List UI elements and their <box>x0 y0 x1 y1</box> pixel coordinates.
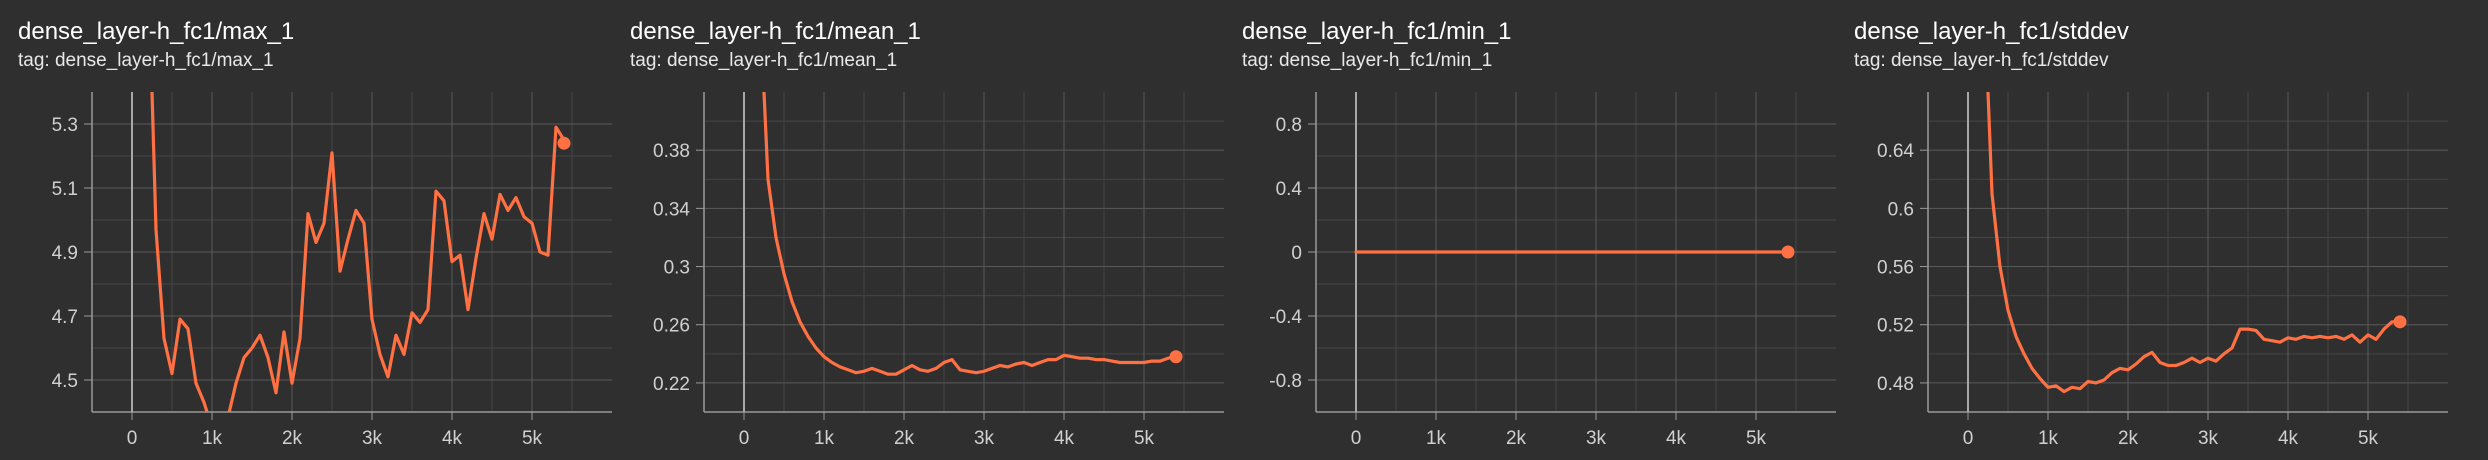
x-tick-label: 2k <box>894 428 915 449</box>
x-tick-label: 5k <box>1746 428 1767 449</box>
x-tick-label: 2k <box>1506 428 1527 449</box>
line-chart-min[interactable]: -0.8 -0.4 0 0.4 0.8 0 1k 2k 3k 4k 5k <box>1224 0 1840 460</box>
y-tick-label: 0.34 <box>653 199 690 220</box>
x-tick-label: 5k <box>522 428 543 449</box>
x-tick-label: 4k <box>2278 428 2299 449</box>
chart-tag: tag: dense_layer-h_fc1/stddev <box>1854 50 2109 71</box>
line-chart-max[interactable]: 4.5 4.7 4.9 5.1 5.3 0 1k 2k 3k 4k 5k <box>0 0 616 460</box>
chart-card-stddev[interactable]: dense_layer-h_fc1/stddev tag: dense_laye… <box>1836 0 2452 460</box>
y-tick-label: 0.8 <box>1276 115 1302 136</box>
end-point-marker <box>1781 245 1795 259</box>
line-chart-mean[interactable]: 0.22 0.26 0.3 0.34 0.38 0 1k 2k 3k 4k 5k <box>612 0 1228 460</box>
chart-title: dense_layer-h_fc1/max_1 <box>18 18 295 45</box>
x-tick-label: 3k <box>974 428 995 449</box>
y-tick-label: 0.48 <box>1877 374 1914 395</box>
chart-card-min[interactable]: dense_layer-h_fc1/min_1 tag: dense_layer… <box>1224 0 1840 460</box>
y-tick-label: -0.8 <box>1269 371 1302 392</box>
x-tick-label: 5k <box>1134 428 1155 449</box>
chart-tag: tag: dense_layer-h_fc1/max_1 <box>18 50 274 71</box>
x-tick-label: 4k <box>442 428 463 449</box>
x-tick-label: 1k <box>2038 428 2059 449</box>
x-tick-label: 3k <box>362 428 383 449</box>
x-tick-label: 1k <box>202 428 223 449</box>
chart-title: dense_layer-h_fc1/stddev <box>1854 18 2129 45</box>
series-line <box>150 92 566 412</box>
y-tick-label: 4.5 <box>52 371 78 392</box>
end-point-marker <box>1169 350 1183 364</box>
x-tick-label: 4k <box>1666 428 1687 449</box>
x-tick-label: 3k <box>2198 428 2219 449</box>
x-tick-label: 4k <box>1054 428 1075 449</box>
y-tick-label: 0.64 <box>1877 141 1914 162</box>
y-tick-label: 0.38 <box>653 141 690 162</box>
y-tick-label: 0.26 <box>653 316 690 337</box>
x-tick-label: 0 <box>127 428 138 449</box>
x-tick-label: 0 <box>739 428 750 449</box>
y-tick-label: 5.1 <box>52 179 78 200</box>
x-tick-label: 2k <box>2118 428 2139 449</box>
y-tick-label: -0.4 <box>1269 307 1302 328</box>
chart-title: dense_layer-h_fc1/mean_1 <box>630 18 921 45</box>
x-tick-label: 2k <box>282 428 303 449</box>
x-tick-label: 1k <box>1426 428 1447 449</box>
chart-title: dense_layer-h_fc1/min_1 <box>1242 18 1512 45</box>
y-tick-label: 0.56 <box>1877 258 1914 279</box>
y-tick-label: 0.6 <box>1888 199 1914 220</box>
chart-tag: tag: dense_layer-h_fc1/min_1 <box>1242 50 1493 71</box>
end-point-marker <box>2393 315 2407 329</box>
y-tick-label: 5.3 <box>52 115 78 136</box>
y-tick-label: 4.9 <box>52 243 78 264</box>
x-tick-label: 5k <box>2358 428 2379 449</box>
x-tick-label: 3k <box>1586 428 1607 449</box>
x-tick-label: 0 <box>1351 428 1362 449</box>
x-tick-label: 0 <box>1963 428 1974 449</box>
series-line <box>762 92 1178 376</box>
y-tick-label: 0.22 <box>653 374 690 395</box>
x-tick-label: 1k <box>814 428 835 449</box>
y-tick-label: 0 <box>1291 243 1302 264</box>
y-tick-label: 0.4 <box>1276 179 1303 200</box>
y-tick-label: 0.52 <box>1877 316 1914 337</box>
series-line <box>1986 92 2402 394</box>
chart-tag: tag: dense_layer-h_fc1/mean_1 <box>630 50 898 71</box>
end-point-marker <box>557 136 571 150</box>
line-chart-stddev[interactable]: 0.48 0.52 0.56 0.6 0.64 0 1k 2k 3k 4k 5k <box>1836 0 2452 460</box>
chart-card-max[interactable]: dense_layer-h_fc1/max_1 tag: dense_layer… <box>0 0 616 460</box>
y-tick-label: 0.3 <box>664 258 690 279</box>
y-tick-label: 4.7 <box>52 307 78 328</box>
chart-card-mean[interactable]: dense_layer-h_fc1/mean_1 tag: dense_laye… <box>612 0 1228 460</box>
